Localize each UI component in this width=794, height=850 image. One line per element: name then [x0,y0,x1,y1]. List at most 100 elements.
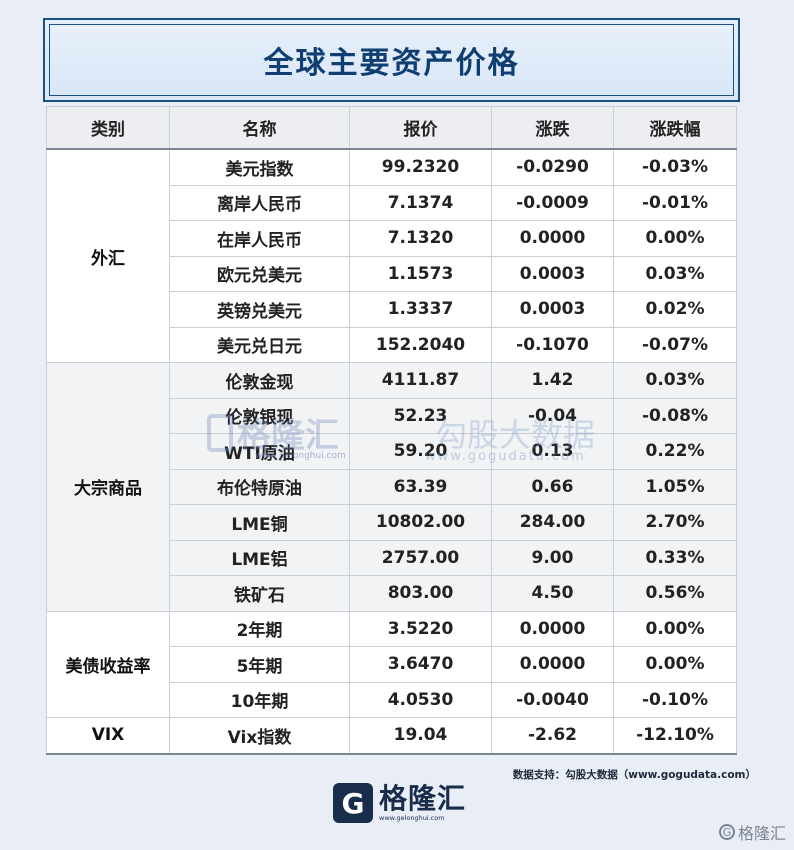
page-title: 全球主要资产价格 [263,46,520,81]
change-pct-cell: -0.01% [613,184,737,221]
table-row: 10年期 4.0530 -0.0040 -0.10% [47,681,737,718]
change-pct-cell: 0.03% [613,255,737,292]
change-cell: 9.00 [491,539,614,576]
change-cell: -0.04 [491,397,614,434]
price-cell: 63.39 [349,468,492,505]
change-pct-cell: 0.00% [613,220,737,257]
price-cell: 3.6470 [349,646,492,683]
change-pct-cell: -0.03% [613,148,737,186]
category-cell: 外汇 [46,148,170,363]
name-cell: 美元指数 [169,148,350,186]
change-pct-cell: -0.07% [613,326,737,363]
price-cell: 59.20 [349,433,492,470]
change-cell: 0.0003 [491,291,614,328]
category-cell: 美债收益率 [46,610,170,718]
change-pct-cell: -0.08% [613,397,737,434]
name-cell: 2年期 [169,610,350,647]
change-cell: -0.0009 [491,184,614,221]
name-cell: LME铝 [169,539,350,576]
name-cell: 伦敦金现 [169,362,350,399]
change-cell: 284.00 [491,504,614,541]
name-cell: 欧元兑美元 [169,255,350,292]
table-row: VIX Vix指数 19.04 -2.62 -12.10% [46,717,737,755]
table-row: 离岸人民币 7.1374 -0.0009 -0.01% [47,184,737,221]
change-pct-cell: -12.10% [613,717,737,755]
category-cell: 大宗商品 [46,362,170,612]
price-cell: 3.5220 [349,610,492,647]
table-row: 大宗商品 伦敦金现 4111.87 1.42 0.03% [46,362,737,612]
corner-watermark: G 格隆汇 [718,820,786,844]
change-cell: -0.1070 [491,326,614,363]
corner-g-icon: G [718,824,735,840]
price-cell: 4.0530 [349,681,492,718]
header-change: 涨跌 [491,106,614,150]
title-inner-frame: 全球主要资产价格 [49,24,734,96]
change-pct-cell: 0.00% [613,610,737,647]
change-cell: 0.0003 [491,255,614,292]
table-row: 伦敦银现 52.23 -0.04 -0.08% [47,397,737,434]
table-row: 英镑兑美元 1.3337 0.0003 0.02% [47,291,737,328]
name-cell: 10年期 [169,681,350,718]
change-cell: 1.42 [491,362,614,399]
change-cell: 0.0000 [491,220,614,257]
corner-watermark-text: 格隆汇 [737,824,786,843]
price-cell: 7.1374 [349,184,492,221]
change-pct-cell: 0.03% [613,362,737,399]
name-cell: 英镑兑美元 [169,291,350,328]
name-cell: 伦敦银现 [169,397,350,434]
table-row: LME铜 10802.00 284.00 2.70% [47,504,737,541]
table-row: 美债收益率 2年期 3.5220 0.0000 0.00% [46,610,737,718]
brand-url: www.gelonghui.com [379,814,445,822]
change-cell: 4.50 [491,575,614,612]
change-cell: 0.13 [491,433,614,470]
change-pct-cell: -0.10% [613,681,737,718]
table-row: 外汇 美元指数 99.2320 -0.0290 -0.03% [46,148,737,363]
table-row: 铁矿石 803.00 4.50 0.56% [47,575,737,612]
price-cell: 99.2320 [349,148,492,186]
name-cell: 布伦特原油 [169,468,350,505]
change-pct-cell: 0.33% [613,539,737,576]
table-row: LME铝 2757.00 9.00 0.33% [47,539,737,576]
name-cell: 离岸人民币 [169,184,350,221]
header-change-pct: 涨跌幅 [613,106,737,150]
name-cell: Vix指数 [169,717,350,755]
table-row: 欧元兑美元 1.1573 0.0003 0.03% [47,255,737,292]
price-cell: 1.1573 [349,255,492,292]
header-category: 类别 [46,106,170,150]
header-price: 报价 [349,106,492,150]
table-row: 在岸人民币 7.1320 0.0000 0.00% [47,220,737,257]
change-cell: 0.0000 [491,610,614,647]
price-cell: 19.04 [349,717,492,755]
title-banner: 全球主要资产价格 [43,18,740,102]
change-pct-cell: 0.00% [613,646,737,683]
table-header-row: 类别 名称 报价 涨跌 涨跌幅 [46,106,737,150]
name-cell: 美元兑日元 [169,326,350,363]
name-cell: LME铜 [169,504,350,541]
price-cell: 7.1320 [349,220,492,257]
change-cell: 0.66 [491,468,614,505]
change-pct-cell: 0.22% [613,433,737,470]
table-row: 5年期 3.6470 0.0000 0.00% [47,646,737,683]
header-name: 名称 [169,106,350,150]
data-source-note: 数据支持：勾股大数据（www.gogudata.com） [512,769,756,781]
price-cell: 4111.87 [349,362,492,399]
change-cell: 0.0000 [491,646,614,683]
name-cell: 铁矿石 [169,575,350,612]
change-pct-cell: 0.02% [613,291,737,328]
brand-logo: G 格隆汇 www.gelonghui.com [333,783,466,823]
price-cell: 2757.00 [349,539,492,576]
price-cell: 803.00 [349,575,492,612]
name-cell: 在岸人民币 [169,220,350,257]
brand-g-icon: G [333,783,373,823]
brand-text-block: 格隆汇 www.gelonghui.com [379,782,467,823]
watermark-logo-url: www.gelonghui.com [255,451,346,461]
change-pct-cell: 1.05% [613,468,737,505]
change-cell: -2.62 [491,717,614,755]
brand-name: 格隆汇 [379,782,467,815]
price-cell: 1.3337 [349,291,492,328]
table-body: 外汇 美元指数 99.2320 -0.0290 -0.03% 离岸人民币 7.1374 -0.… [46,148,737,755]
name-cell: WTI原油 [169,433,350,470]
category-cell: VIX [46,717,170,755]
price-cell: 52.23 [349,397,492,434]
change-cell: -0.0290 [491,148,614,186]
